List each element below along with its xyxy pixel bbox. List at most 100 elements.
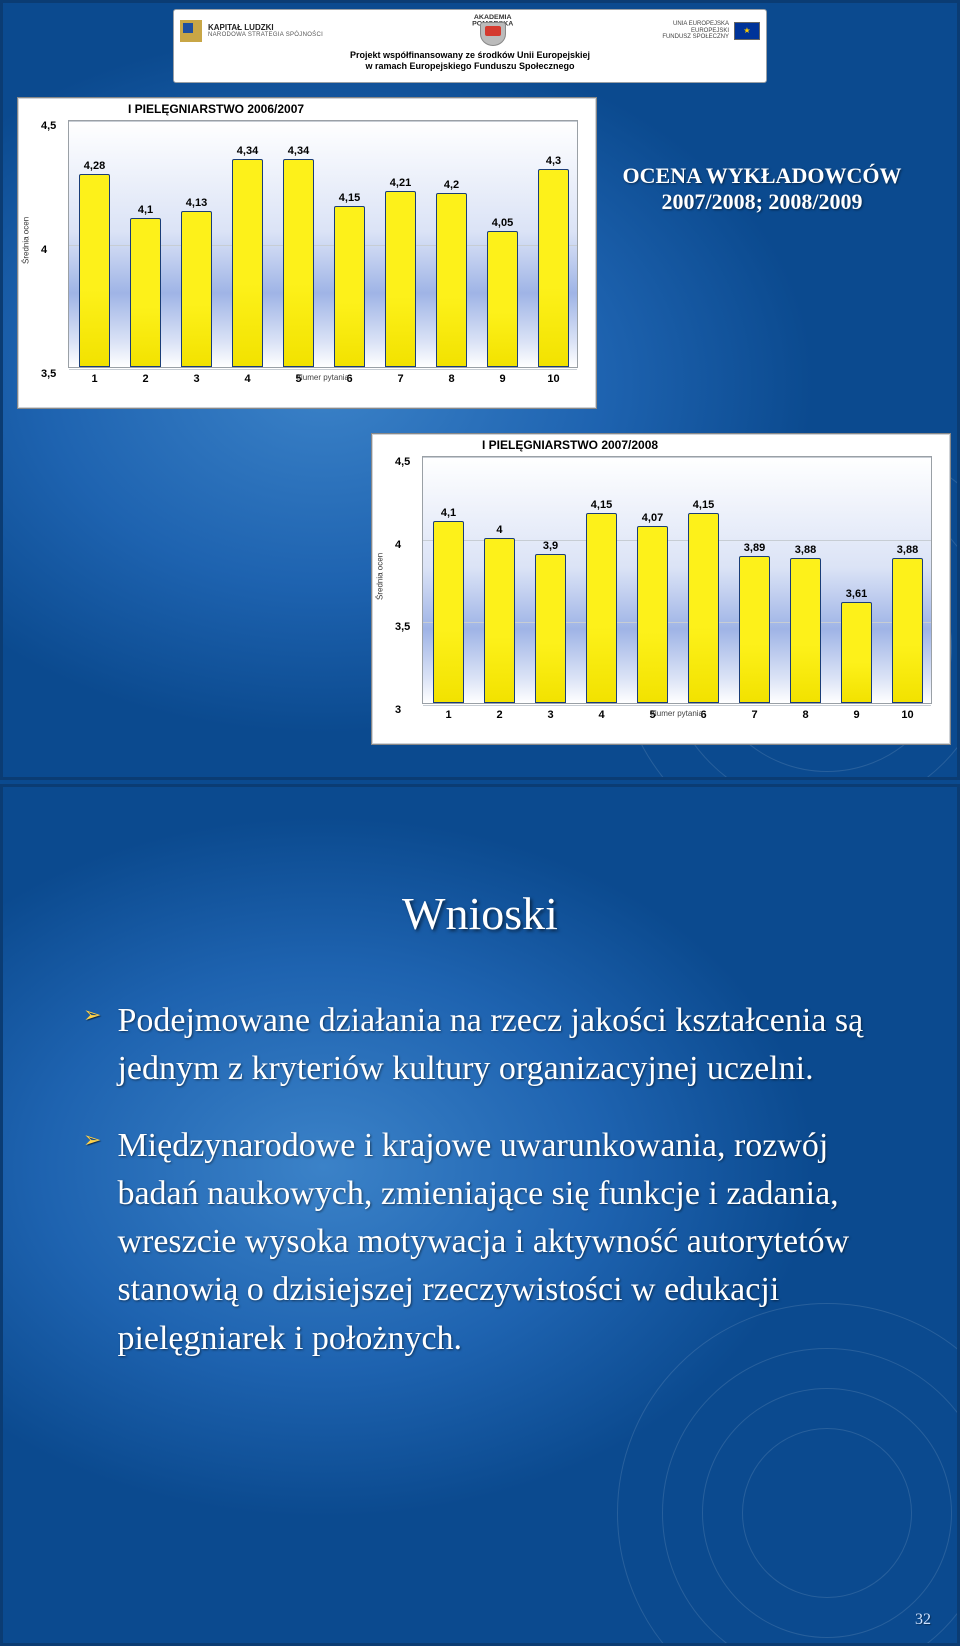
x-tick-label: 7 [397,373,403,385]
y-axis-label: Średnia ocen [22,217,31,264]
bar-value-label: 4,21 [390,177,411,189]
x-tick-label: 4 [598,709,604,721]
x-axis-label: Numer pytania [651,709,703,718]
eu-line2: EUROPEJSKI [662,28,729,35]
kl-subtitle: NARODOWA STRATEGIA SPÓJNOŚCI [208,32,323,38]
bar-value-label: 4,3 [546,155,561,167]
bar-value-label: 4,34 [288,145,309,157]
y-tick-label: 3,5 [395,621,410,633]
bar: 4,34 [232,159,264,367]
bullet-item: ➢Międzynarodowe i krajowe uwarunkowania,… [83,1122,887,1363]
x-axis: 12345678910Numer pytania [423,703,931,731]
eu-flag-icon [734,22,760,40]
bar: 4,13 [181,211,213,367]
bullet-text: Podejmowane działania na rzecz jakości k… [117,997,887,1094]
bar: 4,15 [688,513,720,703]
kapital-ludzki-logo: KAPITAŁ LUDZKI NARODOWA STRATEGIA SPÓJNO… [180,20,323,42]
x-tick-label: 9 [853,709,859,721]
bar: 4,1 [433,521,465,703]
bullet-marker-icon: ➢ [83,1122,101,1157]
bar-value-label: 4,05 [492,217,513,229]
banner-caption-line1: Projekt współfinansowany ze środków Unii… [350,50,590,61]
slide-2-wnioski: Wnioski ➢ Podejmowane działania na rzecz … [0,784,960,1646]
y-tick-label: 4,5 [395,456,410,468]
x-tick-label: 8 [802,709,808,721]
y-tick-label: 3 [395,704,401,716]
kl-title: KAPITAŁ LUDZKI [208,24,323,32]
bar-value-label: 4,34 [237,145,258,157]
bar: 4 [484,538,516,703]
y-tick-label: 4 [395,539,401,551]
y-tick-label: 3,5 [41,368,56,380]
bar: 4,2 [436,193,468,367]
banner-caption-line2: w ramach Europejskiego Funduszu Społeczn… [350,61,590,72]
chart-title: I PIELĘGNIARSTWO 2007/2008 [482,438,950,452]
ap-shield-icon [480,22,506,46]
bullet-item: ➢ Podejmowane działania na rzecz jakości … [83,997,887,1094]
banner-caption: Projekt współfinansowany ze środków Unii… [350,50,590,72]
eu-logo-block: UNIA EUROPEJSKA EUROPEJSKI FUNDUSZ SPOŁE… [662,21,760,41]
x-tick-label: 3 [193,373,199,385]
x-tick-label: 10 [901,709,913,721]
bar-value-label: 4,28 [84,160,105,172]
bar: 3,88 [892,558,924,703]
bar: 4,21 [385,191,417,367]
y-axis-label: Średnia ocen [376,553,385,600]
callout-line1: OCENA WYKŁADOWCÓW [597,163,927,189]
bar: 4,05 [487,231,519,367]
chart-plot-area: 33,544,54,143,94,154,074,153,893,883,613… [422,456,932,704]
chart-title: I PIELĘGNIARSTWO 2006/2007 [128,102,596,116]
bar-value-label: 4,1 [138,204,153,216]
page-number: 32 [915,1611,931,1629]
bar: 3,9 [535,554,567,703]
bar: 3,61 [841,602,873,703]
x-axis-label: Numer pytania [297,373,349,382]
bars-container: 4,28 4,1 4,13 4,34 4,34 4,15 4,21 4,2 4,05 4,3 [69,121,577,367]
slide-2-content: Wnioski ➢ Podejmowane działania na rzecz … [3,787,957,1643]
bar: 3,88 [790,558,822,703]
bar-value-label: 4,15 [591,499,612,511]
slide-1-charts: KAPITAŁ LUDZKI NARODOWA STRATEGIA SPÓJNO… [0,0,960,780]
bar-value-label: 4,07 [642,512,663,524]
x-tick-label: 10 [547,373,559,385]
x-tick-label: 7 [751,709,757,721]
eu-line1: UNIA EUROPEJSKA [662,21,729,28]
bar: 4,1 [130,218,162,367]
bar: 4,15 [334,206,366,367]
bar-value-label: 3,88 [795,544,816,556]
akademia-pomorska-logo: AKADEMIA POMORSKA [463,14,523,48]
bar: 4,15 [586,513,618,703]
bar: 4,3 [538,169,570,367]
kl-text-block: KAPITAŁ LUDZKI NARODOWA STRATEGIA SPÓJNO… [208,24,323,38]
bullet-list: ➢ Podejmowane działania na rzecz jakości … [83,997,887,1391]
y-tick-label: 4 [41,244,47,256]
banner-logo-row: KAPITAŁ LUDZKI NARODOWA STRATEGIA SPÓJNO… [180,14,760,48]
chart-2006-2007: I PIELĘGNIARSTWO 2006/20073,544,54,284,1… [17,97,597,409]
chart-plot-area: 3,544,54,284,14,134,344,344,154,214,24,0… [68,120,578,368]
x-axis: 12345678910Numer pytania [69,367,577,395]
bars-container: 4,1 4 3,9 4,15 4,07 4,15 3,89 3,88 3,61 3,88 [423,457,931,703]
x-tick-label: 2 [142,373,148,385]
wnioski-title: Wnioski [3,887,957,940]
x-tick-label: 9 [499,373,505,385]
bar-value-label: 3,88 [897,544,918,556]
bar-value-label: 4,2 [444,179,459,191]
slide-callout-title: OCENA WYKŁADOWCÓW 2007/2008; 2008/2009 [597,163,927,215]
bullet-marker-icon: ➢ [83,997,101,1032]
bar-value-label: 4,13 [186,197,207,209]
x-tick-label: 1 [445,709,451,721]
bar-value-label: 4,1 [441,507,456,519]
bar-value-label: 3,9 [543,540,558,552]
eu-text: UNIA EUROPEJSKA EUROPEJSKI FUNDUSZ SPOŁE… [662,21,729,41]
bar-value-label: 4 [496,524,502,536]
bar-value-label: 4,15 [339,192,360,204]
y-tick-label: 4,5 [41,120,56,132]
slide-1-content: KAPITAŁ LUDZKI NARODOWA STRATEGIA SPÓJNO… [3,3,957,777]
x-tick-label: 1 [91,373,97,385]
x-tick-label: 2 [496,709,502,721]
eu-funding-banner: KAPITAŁ LUDZKI NARODOWA STRATEGIA SPÓJNO… [173,9,767,83]
bar-value-label: 4,15 [693,499,714,511]
x-tick-label: 8 [448,373,454,385]
bar-value-label: 3,89 [744,542,765,554]
eu-line3: FUNDUSZ SPOŁECZNY [662,34,729,41]
